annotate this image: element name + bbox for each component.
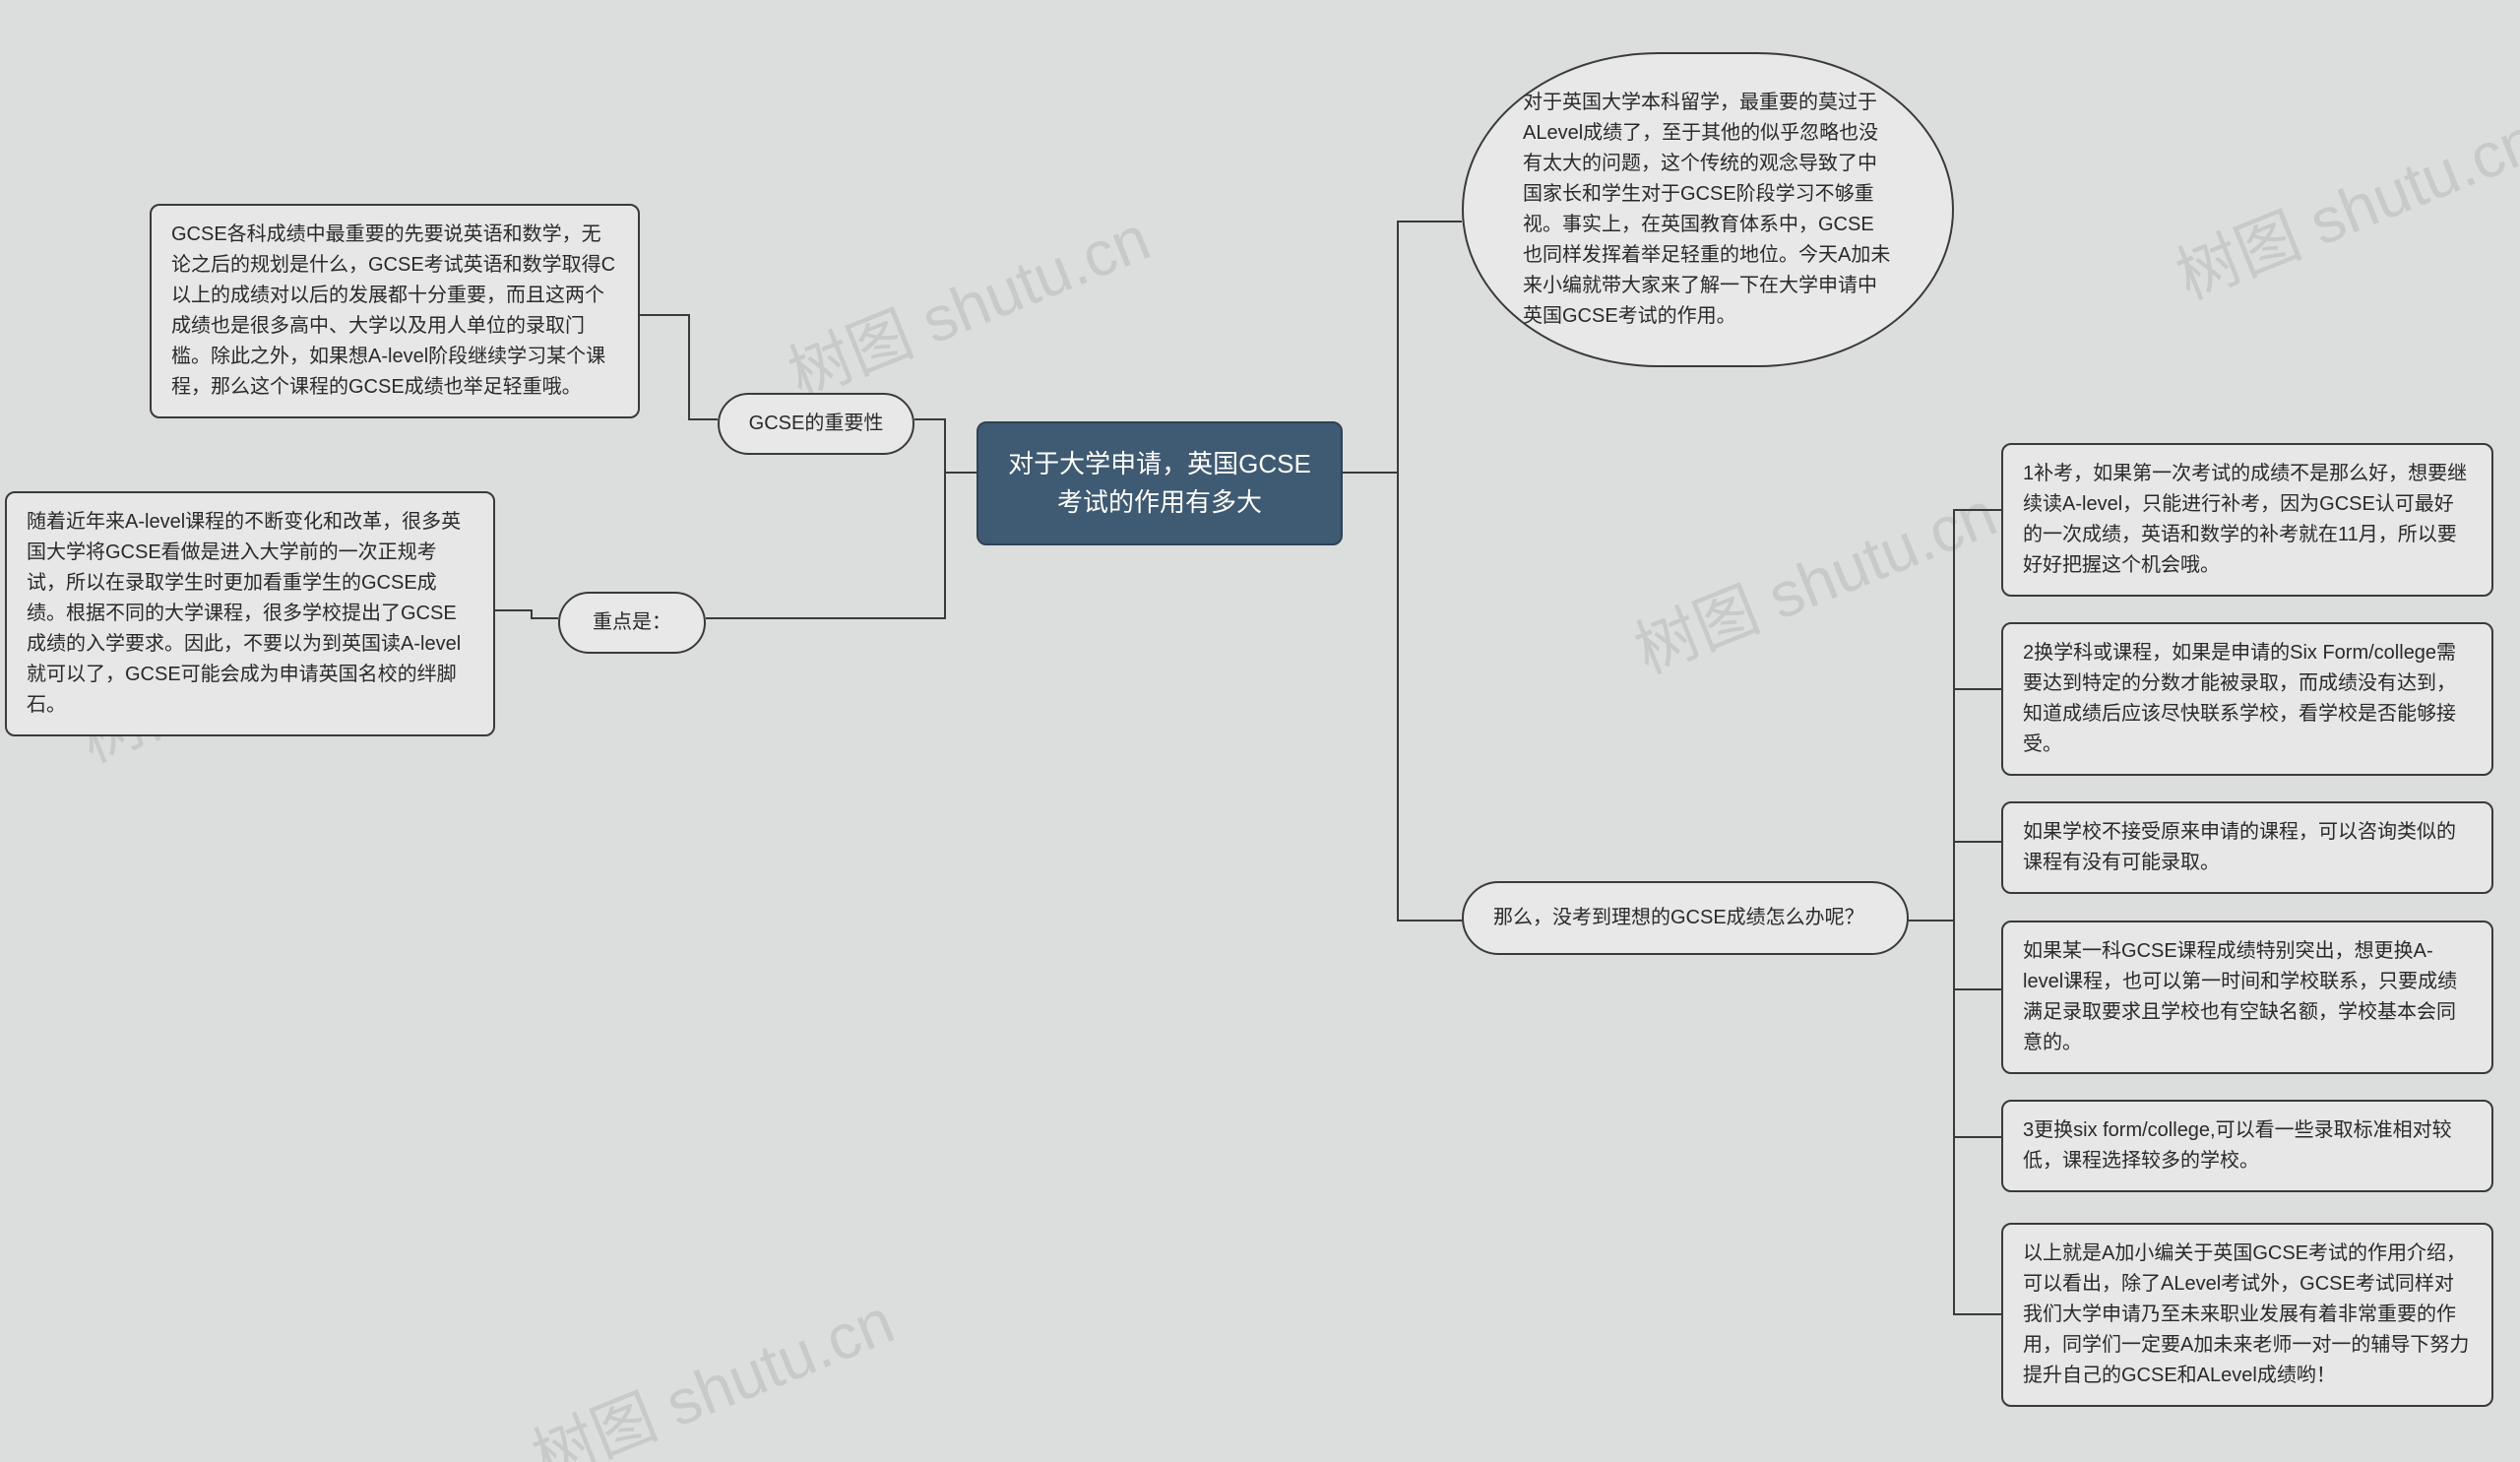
right-answer-1: 1补考，如果第一次考试的成绩不是那么好，想要继续读A-level，只能进行补考，… bbox=[2001, 443, 2493, 597]
right-answer-3-text: 如果学校不接受原来申请的课程，可以咨询类似的课程有没有可能录取。 bbox=[2023, 821, 2456, 873]
right-intro-text: 对于英国大学本科留学，最重要的莫过于ALevel成绩了，至于其他的似乎忽略也没有… bbox=[1523, 92, 1890, 327]
right-answer-6: 以上就是A加小编关于英国GCSE考试的作用介绍，可以看出，除了ALevel考试外… bbox=[2001, 1223, 2493, 1407]
left-leaf-importance-text: GCSE各科成绩中最重要的先要说英语和数学，无论之后的规划是什么，GCSE考试英… bbox=[171, 223, 615, 398]
watermark: 树图 shutu.cn bbox=[2162, 90, 2520, 317]
watermark: 树图 shutu.cn bbox=[774, 188, 1162, 415]
watermark: 树图 shutu.cn bbox=[1620, 464, 2008, 691]
right-answer-3: 如果学校不接受原来申请的课程，可以咨询类似的课程有没有可能录取。 bbox=[2001, 801, 2493, 894]
right-question-pill[interactable]: 那么，没考到理想的GCSE成绩怎么办呢？ bbox=[1462, 881, 1909, 955]
left-leaf-keypoint: 随着近年来A-level课程的不断变化和改革，很多英国大学将GCSE看做是进入大… bbox=[5, 491, 495, 736]
right-question-text: 那么，没考到理想的GCSE成绩怎么办呢？ bbox=[1493, 907, 1864, 928]
right-answer-2-text: 2换学科或课程，如果是申请的Six Form/college需要达到特定的分数才… bbox=[2023, 642, 2456, 755]
right-answer-6-text: 以上就是A加小编关于英国GCSE考试的作用介绍，可以看出，除了ALevel考试外… bbox=[2023, 1242, 2469, 1386]
right-answer-4: 如果某一科GCSE课程成绩特别突出，想更换A-level课程，也可以第一时间和学… bbox=[2001, 921, 2493, 1074]
left-branch-keypoint-label: 重点是： bbox=[593, 611, 671, 633]
right-intro-oval: 对于英国大学本科留学，最重要的莫过于ALevel成绩了，至于其他的似乎忽略也没有… bbox=[1462, 52, 1954, 367]
left-branch-keypoint[interactable]: 重点是： bbox=[558, 592, 706, 654]
left-leaf-importance: GCSE各科成绩中最重要的先要说英语和数学，无论之后的规划是什么，GCSE考试英… bbox=[150, 204, 640, 418]
watermark: 树图 shutu.cn bbox=[518, 1271, 906, 1462]
center-node[interactable]: 对于大学申请，英国GCSE考试的作用有多大 bbox=[976, 421, 1343, 545]
right-answer-1-text: 1补考，如果第一次考试的成绩不是那么好，想要继续读A-level，只能进行补考，… bbox=[2023, 463, 2467, 576]
left-leaf-keypoint-text: 随着近年来A-level课程的不断变化和改革，很多英国大学将GCSE看做是进入大… bbox=[27, 511, 461, 716]
left-branch-importance[interactable]: GCSE的重要性 bbox=[718, 393, 914, 455]
right-answer-5-text: 3更换six form/college,可以看一些录取标准相对较低，课程选择较多… bbox=[2023, 1119, 2452, 1172]
right-answer-5: 3更换six form/college,可以看一些录取标准相对较低，课程选择较多… bbox=[2001, 1100, 2493, 1192]
right-answer-2: 2换学科或课程，如果是申请的Six Form/college需要达到特定的分数才… bbox=[2001, 622, 2493, 776]
left-branch-importance-label: GCSE的重要性 bbox=[749, 413, 884, 434]
center-text: 对于大学申请，英国GCSE考试的作用有多大 bbox=[1008, 449, 1311, 517]
right-answer-4-text: 如果某一科GCSE课程成绩特别突出，想更换A-level课程，也可以第一时间和学… bbox=[2023, 940, 2457, 1053]
